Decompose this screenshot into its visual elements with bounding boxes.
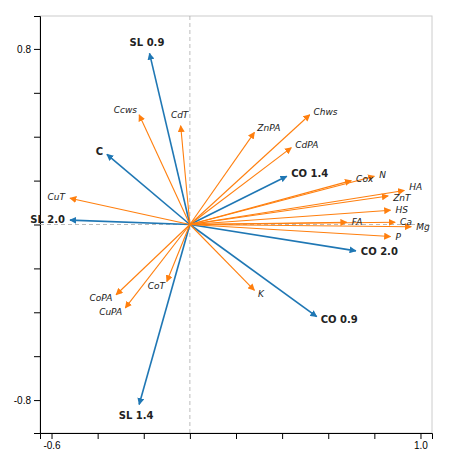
- arrow: [139, 225, 190, 405]
- site-label: C: [96, 146, 103, 157]
- marks: [40, 16, 432, 433]
- x-axis: -0.6 1.0: [41, 433, 433, 451]
- arrow: [190, 225, 317, 317]
- arrow: [190, 190, 404, 224]
- y-axis-tick-mark: [34, 181, 40, 182]
- y-axis-tick-mark: [34, 400, 40, 401]
- env-label: Ca: [400, 217, 412, 227]
- y-axis-tick: [34, 93, 40, 94]
- env-label: CdT: [171, 110, 190, 120]
- y-axis-tick-mark: [34, 137, 40, 138]
- x-axis-tick-mark: [144, 433, 145, 439]
- env-label: Mg: [416, 222, 430, 232]
- site-label: CO 0.9: [321, 314, 358, 325]
- x-axis-tick-mark: [420, 433, 421, 439]
- env-arrows: [70, 115, 411, 308]
- env-label: CoT: [148, 281, 167, 291]
- x-axis-tick-mark: [236, 433, 237, 439]
- site-label: SL 1.4: [119, 410, 154, 421]
- arrow: [190, 148, 291, 225]
- arrow: [167, 225, 190, 282]
- x-axis-tick: [144, 433, 145, 439]
- arrow: [139, 115, 190, 225]
- x-axis-tick: -0.6: [43, 433, 61, 451]
- x-axis-tick-mark: [52, 433, 53, 439]
- x-axis-tick-label: -0.6: [43, 440, 61, 451]
- y-axis-tick: -0.8: [14, 395, 40, 406]
- env-label: HS: [395, 205, 408, 215]
- site-label: SL 0.9: [130, 37, 165, 48]
- x-axis-tick: [282, 433, 283, 439]
- env-label: ZnT: [392, 193, 412, 203]
- x-axis-tick-label: 1.0: [414, 440, 428, 451]
- x-axis-tick-mark: [98, 433, 99, 439]
- y-axis-tick-mark: [34, 49, 40, 50]
- x-axis-tick-mark: [328, 433, 329, 439]
- env-label: HA: [409, 182, 422, 192]
- env-label: K: [258, 289, 265, 299]
- env-label: CdPA: [295, 140, 318, 150]
- x-axis-tick: [374, 433, 375, 439]
- x-axis-line: [41, 434, 433, 440]
- x-axis-tick: [236, 433, 237, 439]
- y-axis-tick: [34, 356, 40, 357]
- arrow: [150, 53, 190, 224]
- env-label: CuT: [48, 192, 67, 202]
- env-label: Chws: [313, 107, 337, 117]
- y-axis-tick: [34, 181, 40, 182]
- arrow: [107, 154, 190, 224]
- site-label: CO 1.4: [291, 168, 328, 179]
- env-label: CoPA: [90, 293, 113, 303]
- env-label: P: [395, 232, 401, 242]
- env-label: N: [379, 170, 386, 180]
- arrow: [190, 225, 356, 251]
- y-axis-tick-mark: [34, 93, 40, 94]
- y-axis-tick-label: 0.8: [17, 44, 31, 55]
- x-axis-tick: [328, 433, 329, 439]
- arrow: [190, 176, 374, 224]
- env-label: CuPA: [99, 307, 122, 317]
- arrow: [70, 198, 190, 224]
- x-axis-tick-mark: [190, 433, 191, 439]
- site-label: SL 2.0: [30, 214, 65, 225]
- y-axis-tick-label: -0.8: [14, 395, 32, 406]
- y-axis-tick: [34, 137, 40, 138]
- arrow-labels: SL 0.9 SL 2.0 SL 1.4 C CO 1.4 CO 2.0 CO 0.9 Ccw…: [30, 37, 430, 420]
- arrow: [190, 225, 255, 291]
- x-axis-tick-mark: [282, 433, 283, 439]
- env-label: FA: [352, 217, 363, 227]
- plot: -0.6 1.0 -0.8 0.8 SL 0.9 SL 2.0 SL 1.4 C CO 1.4 C…: [14, 16, 433, 451]
- env-label: Ccws: [114, 105, 138, 115]
- x-axis-tick: [98, 433, 99, 439]
- site-arrows: [70, 53, 356, 404]
- y-axis-tick-mark: [34, 312, 40, 313]
- y-axis-tick: 0.8: [17, 44, 40, 55]
- arrow: [190, 222, 395, 224]
- x-axis-tick: [190, 433, 191, 439]
- x-axis-tick: 1.0: [414, 433, 428, 451]
- arrow: [181, 126, 190, 225]
- site-label: CO 2.0: [361, 246, 398, 257]
- chart: -0.6 1.0 -0.8 0.8 SL 0.9 SL 2.0 SL 1.4 C CO 1.4 C…: [0, 0, 454, 463]
- plot-frame: [40, 16, 432, 433]
- y-axis-tick: [34, 268, 40, 269]
- arrow: [116, 225, 190, 295]
- env-label: ZnPA: [256, 123, 280, 133]
- y-axis-tick: [34, 312, 40, 313]
- y-axis-tick-mark: [34, 268, 40, 269]
- arrow: [125, 225, 190, 308]
- y-axis-tick-mark: [34, 356, 40, 357]
- x-axis-tick-mark: [374, 433, 375, 439]
- env-label: Cox: [356, 174, 374, 184]
